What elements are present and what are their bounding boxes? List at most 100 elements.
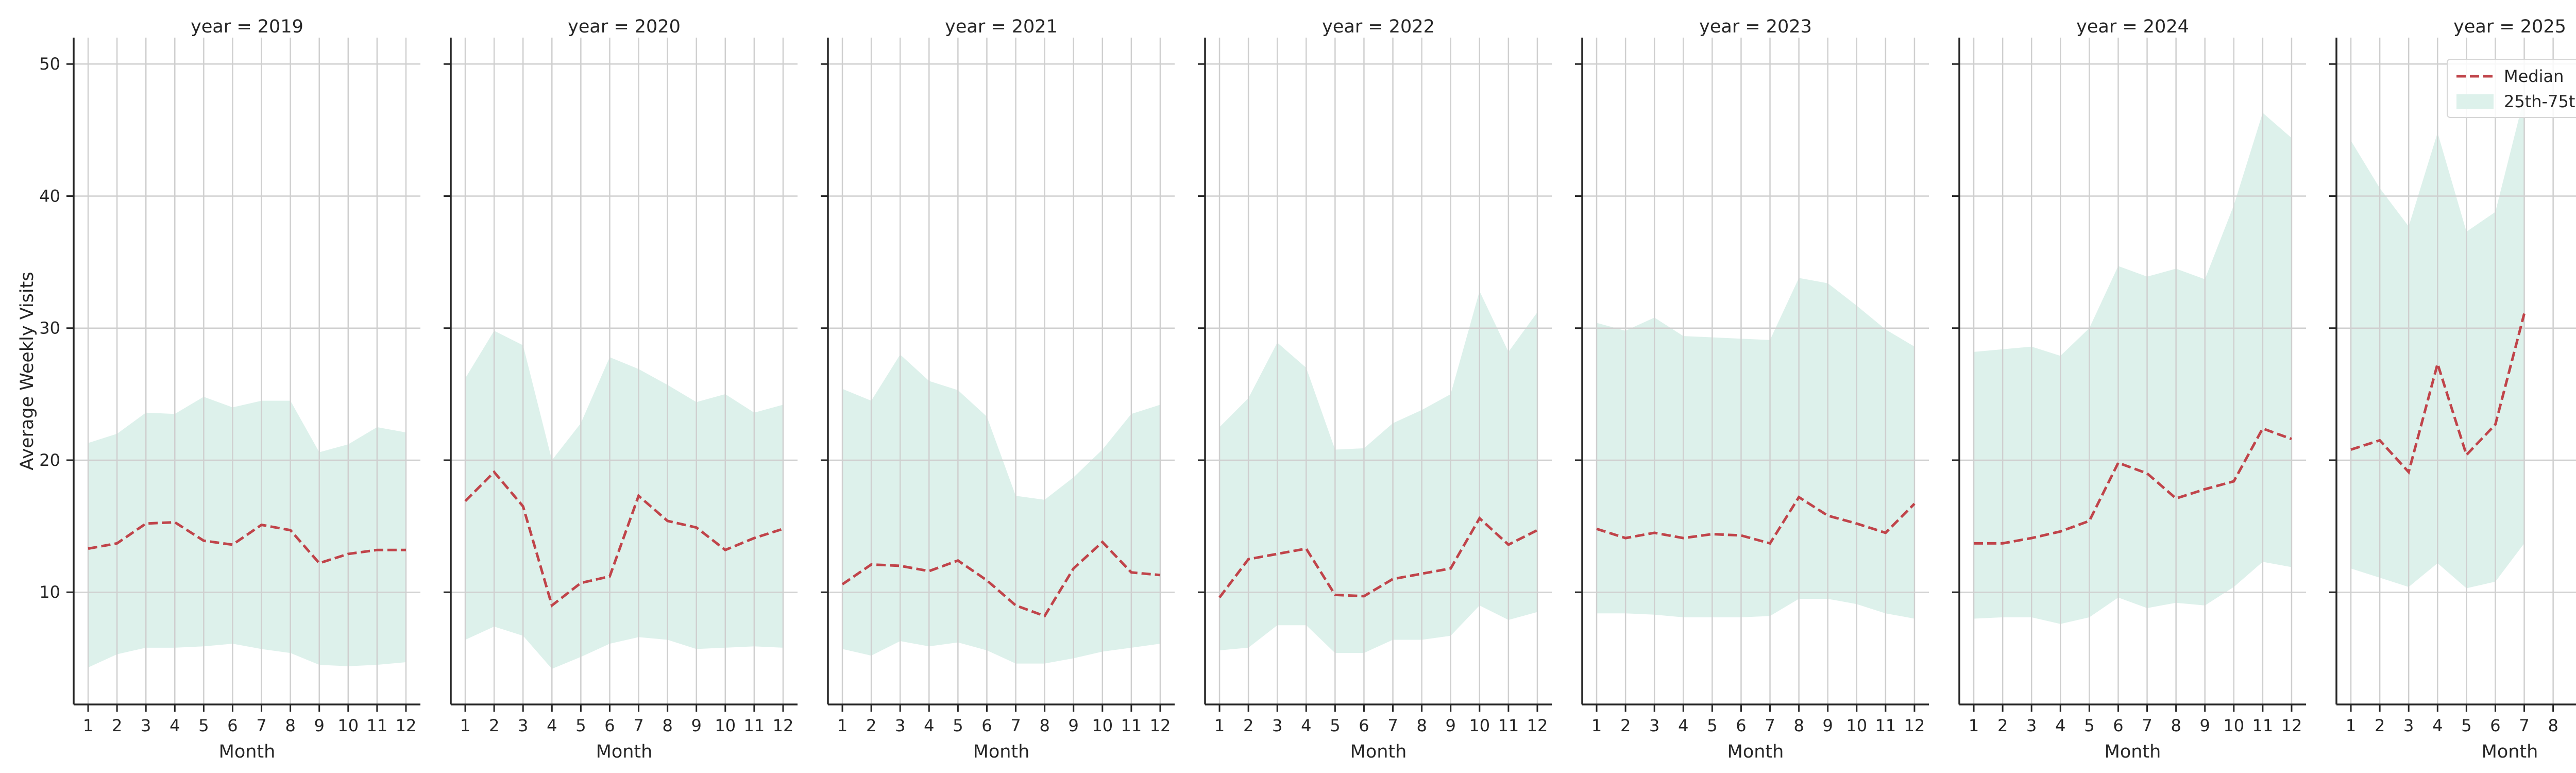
x-tick-label: 12 [396, 716, 417, 735]
x-axis-label: Month [2482, 742, 2538, 762]
x-tick-label: 8 [662, 716, 672, 735]
x-tick-label: 5 [198, 716, 209, 735]
x-tick-label: 5 [1707, 716, 1717, 735]
x-tick-label: 10 [1469, 716, 1490, 735]
median-line [1974, 427, 2292, 545]
panel-title: year = 2019 [191, 16, 303, 37]
y-tick-label: 20 [39, 450, 60, 470]
x-tick-label: 4 [170, 716, 180, 735]
legend-median-label: Median [2504, 66, 2564, 86]
x-axis-label: Month [219, 742, 276, 762]
x-axis-label: Month [1727, 742, 1784, 762]
panel-title: year = 2025 [2453, 16, 2566, 37]
x-axis-label: Month [2105, 742, 2161, 762]
y-tick-label: 40 [39, 186, 60, 206]
x-tick-label: 1 [460, 716, 470, 735]
median-line [1218, 516, 1538, 598]
x-tick-label: 11 [744, 716, 765, 735]
percentile-band [1219, 291, 1537, 653]
x-tick-label: 9 [1446, 716, 1456, 735]
x-tick-label: 6 [2490, 716, 2500, 735]
x-axis-label: Month [1350, 742, 1407, 762]
x-tick-label: 11 [1498, 716, 1519, 735]
x-tick-label: 1 [1214, 716, 1225, 735]
x-tick-label: 10 [1846, 716, 1867, 735]
legend-band-swatch [2456, 94, 2494, 109]
x-tick-label: 2 [1243, 716, 1253, 735]
x-tick-label: 1 [2346, 716, 2356, 735]
x-tick-label: 9 [1069, 716, 1079, 735]
y-tick-label: 10 [39, 582, 60, 602]
x-tick-label: 8 [1416, 716, 1427, 735]
x-tick-label: 5 [953, 716, 963, 735]
x-tick-label: 2 [112, 716, 122, 735]
x-tick-label: 7 [1765, 716, 1775, 735]
x-tick-label: 12 [1904, 716, 1925, 735]
panel-title: year = 2024 [2076, 16, 2189, 37]
x-tick-label: 4 [2055, 716, 2065, 735]
x-tick-label: 12 [1527, 716, 1548, 735]
percentile-band [1597, 278, 1914, 619]
percentile-band [465, 330, 783, 669]
x-tick-label: 2 [1997, 716, 2008, 735]
legend: Median 25th-75th Percentile [2447, 59, 2576, 118]
x-tick-label: 7 [1387, 716, 1398, 735]
x-tick-label: 1 [837, 716, 848, 735]
x-tick-label: 5 [1330, 716, 1340, 735]
x-tick-label: 10 [337, 716, 359, 735]
x-tick-label: 5 [2461, 716, 2471, 735]
x-tick-label: 3 [1272, 716, 1282, 735]
x-tick-label: 2 [866, 716, 876, 735]
median-line [2350, 313, 2526, 475]
median-line [88, 520, 406, 565]
x-tick-label: 5 [575, 716, 586, 735]
x-tick-label: 6 [1736, 716, 1746, 735]
y-tick-label: 50 [39, 54, 60, 74]
x-tick-label: 11 [1875, 716, 1896, 735]
x-axis-label: Month [973, 742, 1030, 762]
x-tick-label: 1 [83, 716, 93, 735]
x-tick-label: 3 [518, 716, 528, 735]
x-tick-label: 9 [1823, 716, 1833, 735]
x-tick-label: 8 [285, 716, 295, 735]
x-tick-label: 8 [2171, 716, 2181, 735]
panel-title: year = 2021 [945, 16, 1058, 37]
x-tick-label: 3 [141, 716, 151, 735]
x-tick-label: 6 [2113, 716, 2123, 735]
x-tick-label: 10 [2223, 716, 2244, 735]
y-tick-label: 30 [39, 318, 60, 338]
x-tick-label: 6 [1359, 716, 1369, 735]
x-tick-label: 1 [1969, 716, 1979, 735]
panel-title: year = 2022 [1322, 16, 1435, 37]
x-tick-label: 7 [256, 716, 266, 735]
percentile-band [1974, 113, 2292, 624]
x-tick-label: 8 [1793, 716, 1804, 735]
y-axis-label: Average Weekly Visits [17, 272, 38, 470]
x-tick-label: 2 [2375, 716, 2385, 735]
x-tick-label: 4 [1678, 716, 1688, 735]
median-line [841, 540, 1161, 618]
x-tick-label: 9 [691, 716, 702, 735]
x-tick-label: 9 [2200, 716, 2210, 735]
x-tick-label: 9 [314, 716, 325, 735]
x-tick-label: 4 [547, 716, 557, 735]
percentile-band [842, 354, 1160, 664]
percentile-band [88, 396, 406, 668]
x-tick-label: 6 [227, 716, 238, 735]
x-tick-label: 6 [981, 716, 992, 735]
x-tick-label: 7 [2519, 716, 2529, 735]
x-tick-label: 8 [1039, 716, 1049, 735]
x-tick-label: 1 [1591, 716, 1602, 735]
x-tick-label: 4 [2432, 716, 2443, 735]
x-tick-label: 11 [1121, 716, 1142, 735]
x-tick-label: 12 [2281, 716, 2302, 735]
x-tick-label: 5 [2084, 716, 2094, 735]
